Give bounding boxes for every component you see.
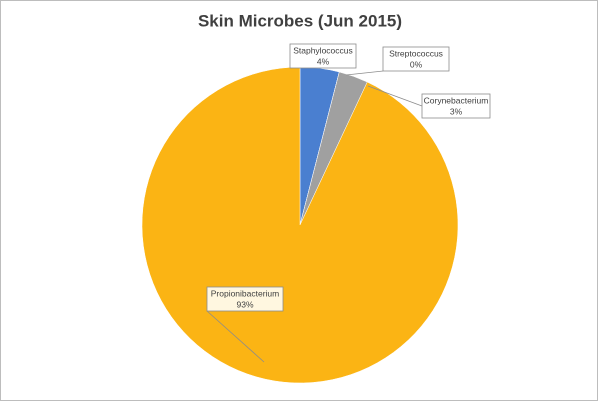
slice-label: Propionibacterium xyxy=(211,288,280,298)
callout-box xyxy=(421,93,491,119)
slice-value-label: 3% xyxy=(450,106,463,116)
slice-value-label: 93% xyxy=(236,299,253,309)
leader-line xyxy=(206,310,265,363)
slice-label: Streptococcus xyxy=(389,48,443,58)
slice-value-label: 0% xyxy=(410,59,423,69)
chart-title: Skin Microbes (Jun 2015) xyxy=(198,11,402,30)
leader-line xyxy=(367,85,423,107)
slice-label: Staphylococcus xyxy=(293,45,353,55)
slice-value-label: 4% xyxy=(317,56,330,66)
callout-box xyxy=(289,43,357,69)
leader-line xyxy=(345,70,384,76)
slice-label: Corynebacterium xyxy=(424,95,489,105)
callout-box xyxy=(206,286,284,312)
callout-box xyxy=(382,46,450,72)
pie-slice xyxy=(141,66,459,384)
